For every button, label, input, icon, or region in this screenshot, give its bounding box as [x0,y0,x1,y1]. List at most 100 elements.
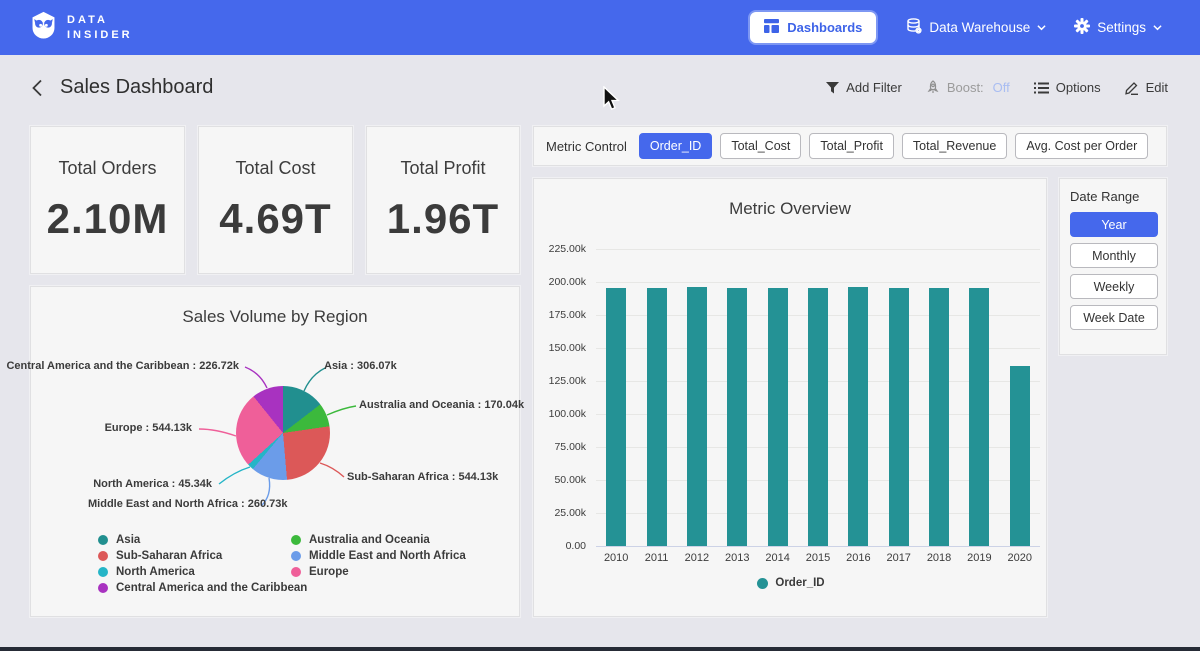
pie-legend-north-america[interactable]: North America [98,566,195,578]
sales-dashboard-app: DATA INSIDER Dashboards [0,0,1200,651]
legend-label: Sub-Saharan Africa [116,550,222,562]
dashboards-label: Dashboards [787,20,862,35]
pie-connector [199,429,236,436]
date-range-weekly[interactable]: Weekly [1070,274,1158,299]
add-filter-button[interactable]: Add Filter [826,80,902,95]
owl-logo-icon [30,11,57,44]
pie-legend-australia-and-oceania[interactable]: Australia and Oceania [291,534,430,546]
bar-2010[interactable] [606,288,626,546]
y-axis-tick: 0.00 [534,540,586,552]
options-button[interactable]: Options [1034,80,1101,95]
x-axis-label: 2013 [717,552,757,564]
bar-2020[interactable] [1010,366,1030,546]
bar-2016[interactable] [848,287,868,546]
legend-dot [291,567,301,577]
metric-option-total-profit[interactable]: Total_Profit [809,133,894,159]
pie-chart[interactable] [236,386,330,480]
data-warehouse-menu[interactable]: Data Warehouse [906,18,1046,37]
bars-container [596,249,1040,546]
legend-label: Europe [309,566,349,578]
kpi-label: Total Profit [400,158,485,179]
pie-label-europe: Europe : 544.13k [105,422,192,434]
bar-chart-plot: 225.00k200.00k175.00k150.00k125.00k100.0… [534,179,1048,618]
x-axis-label: 2018 [919,552,959,564]
settings-label: Settings [1097,20,1146,35]
y-axis-tick: 200.00k [534,276,586,288]
top-navbar: DATA INSIDER Dashboards [0,0,1200,55]
bar-2019[interactable] [969,288,989,546]
date-range-monthly[interactable]: Monthly [1070,243,1158,268]
page-title: Sales Dashboard [60,76,213,99]
pencil-icon [1125,81,1139,95]
legend-dot [98,535,108,545]
pie-legend-sub-saharan-africa[interactable]: Sub-Saharan Africa [98,550,222,562]
brand[interactable]: DATA INSIDER [30,11,133,44]
edit-button[interactable]: Edit [1125,80,1168,95]
brand-text: DATA INSIDER [67,13,133,43]
bar-chart-legend[interactable]: Order_ID [534,577,1048,589]
data-warehouse-label: Data Warehouse [929,20,1030,35]
back-chevron-icon [31,79,43,97]
pie-label-north-america: North America : 45.34k [93,478,212,490]
x-axis-label: 2014 [757,552,797,564]
date-range-year[interactable]: Year [1070,212,1158,237]
x-axis-label: 2017 [879,552,919,564]
date-range-week-date[interactable]: Week Date [1070,305,1158,330]
dashboards-button[interactable]: Dashboards [748,10,878,45]
metric-control-label: Metric Control [546,139,627,154]
bar-2011[interactable] [647,288,667,546]
bar-2014[interactable] [768,288,788,546]
filter-icon [826,82,839,94]
x-axis-label: 2012 [677,552,717,564]
rocket-icon [926,80,940,95]
dashboards-grid-icon [764,19,779,36]
pie-label-asia: Asia : 306.07k [324,360,397,372]
metric-overview-card: Metric Overview 225.00k200.00k175.00k150… [533,178,1047,617]
pie-connector [320,463,344,477]
legend-label: North America [116,566,195,578]
legend-dot [291,551,301,561]
pie-legend-europe[interactable]: Europe [291,566,349,578]
x-axis-label: 2015 [798,552,838,564]
pie-connector [327,406,356,415]
pie-connector [219,467,250,484]
bar-2013[interactable] [727,288,747,546]
y-axis-tick: 75.00k [534,441,586,453]
kpi-total-orders: Total Orders 2.10M [30,126,185,274]
pie-label-australia-and-oceania: Australia and Oceania : 170.04k [359,399,524,411]
pie-legend-asia[interactable]: Asia [98,534,140,546]
legend-dot [291,535,301,545]
y-axis-tick: 175.00k [534,309,586,321]
chevron-down-icon [1153,23,1162,32]
bar-2017[interactable] [889,288,909,546]
sales-volume-card: Sales Volume by Region Asia : 306.07kAus… [30,286,520,617]
pie-legend-middle-east-and-north-africa[interactable]: Middle East and North Africa [291,550,466,562]
pie-label-middle-east-and-north-africa: Middle East and North Africa : 260.73k [88,498,287,510]
legend-dot [98,567,108,577]
kpi-total-profit: Total Profit 1.96T [366,126,520,274]
back-button[interactable] [26,77,48,99]
date-range-panel: Date Range Year Monthly Weekly Week Date [1059,178,1167,355]
bar-2012[interactable] [687,287,707,546]
x-axis-label: 2020 [1000,552,1040,564]
date-range-label: Date Range [1070,189,1156,204]
page-header: Sales Dashboard Add Filter Boost:Off [0,55,1200,120]
bar-2015[interactable] [808,288,828,546]
x-axis-label: 2011 [636,552,676,564]
settings-menu[interactable]: Settings [1074,18,1162,37]
metric-option-order-id[interactable]: Order_ID [639,133,712,159]
y-axis-tick: 225.00k [534,243,586,255]
metric-option-total-revenue[interactable]: Total_Revenue [902,133,1007,159]
legend-label: Middle East and North Africa [309,550,466,562]
metric-option-total-cost[interactable]: Total_Cost [720,133,801,159]
boost-toggle[interactable]: Boost:Off [926,80,1010,95]
legend-label: Central America and the Caribbean [116,582,307,594]
gear-icon [1074,18,1090,37]
metric-control-bar: Metric Control Order_ID Total_Cost Total_P… [533,126,1167,166]
bar-2018[interactable] [929,288,949,546]
boost-state: Off [993,80,1010,95]
y-axis-tick: 25.00k [534,507,586,519]
metric-option-avg-cost-per-order[interactable]: Avg. Cost per Order [1015,133,1148,159]
legend-dot [757,578,768,589]
pie-legend-central-america-and-the-caribbean[interactable]: Central America and the Caribbean [98,582,307,594]
